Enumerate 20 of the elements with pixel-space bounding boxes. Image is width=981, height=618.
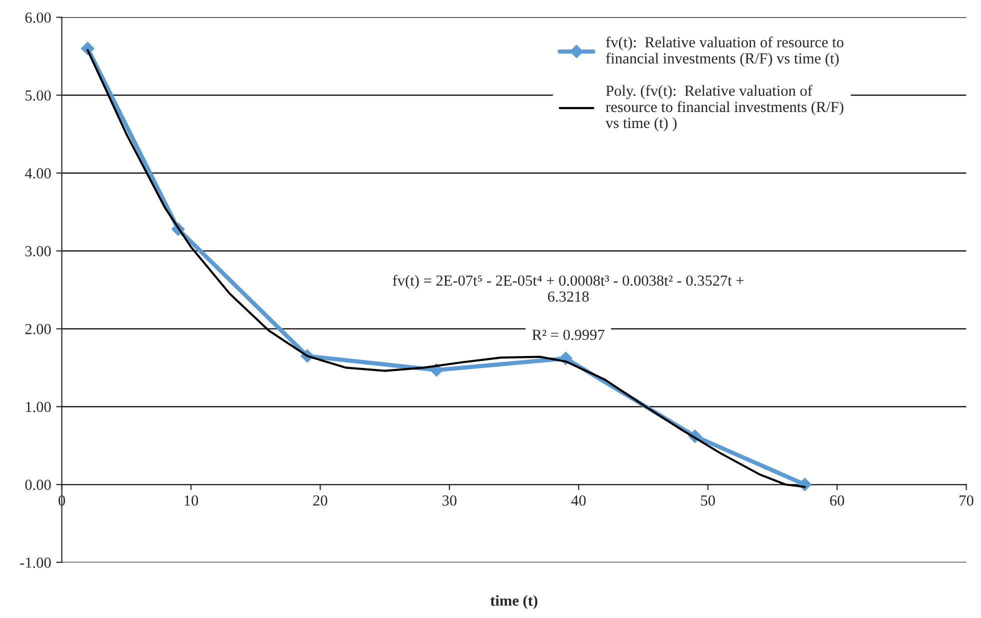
annotation: fv(t) = 2E-07t⁵ - 2E-05t⁴ + 0.0008t³ - 0.0038t² - 0.3527t + 6.3218 (392, 274, 744, 302)
x-axis-title: time (t) (490, 595, 538, 609)
x-tick-label: 40 (571, 495, 586, 506)
annotation: R² = 0.9997 (532, 330, 604, 340)
y-tick-label: 4.00 (24, 168, 51, 179)
y-tick-label: 2.00 (25, 324, 51, 334)
y-tick-label: 3.00 (25, 246, 51, 256)
x-tick-label: 30 (442, 495, 456, 506)
x-tick-label: 60 (830, 495, 844, 506)
legend-label: fv(t): Relative valuation of resource to financial investments (R/F) vs time (t) (606, 36, 844, 67)
x-tick-label: 10 (184, 495, 198, 506)
x-tick-label: 20 (313, 495, 328, 506)
y-tick-label: 0.00 (25, 480, 51, 490)
y-tick-label: -1.00 (20, 558, 51, 568)
legend-label: Poly. (fv(t): Relative valuation of resource to financial investments (R/F) vs time (t) ) (606, 85, 844, 132)
y-tick-label: 6.00 (25, 12, 51, 23)
x-tick-label: 70 (960, 495, 974, 506)
y-tick-label: 1.00 (26, 402, 51, 412)
x-tick-label: 50 (701, 495, 715, 506)
y-tick-label: 5.00 (26, 90, 51, 101)
